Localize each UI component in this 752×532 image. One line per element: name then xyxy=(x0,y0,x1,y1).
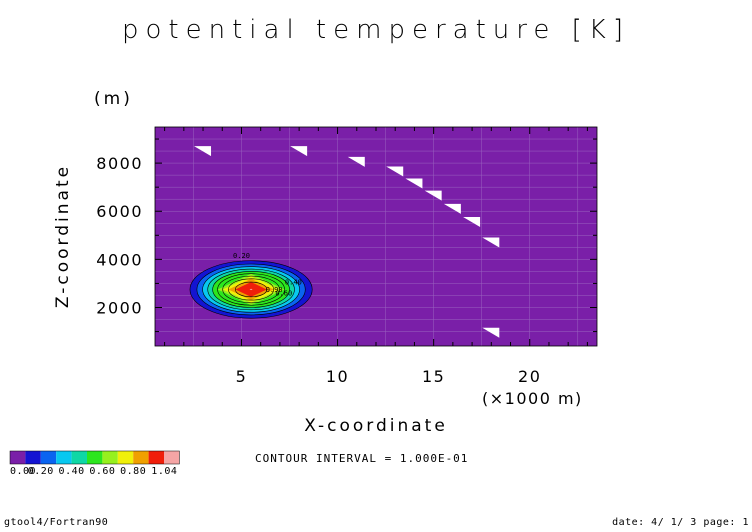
wedge-marker xyxy=(424,190,442,201)
colorbar-label: 0.40 xyxy=(59,466,85,477)
colorbar-label: 0.00 xyxy=(10,466,36,477)
contour-label: 0.60 xyxy=(275,289,292,297)
contour-line xyxy=(202,266,300,313)
wedge-marker xyxy=(482,237,500,248)
colorbar-label: 0.20 xyxy=(28,466,54,477)
wedge-marker xyxy=(290,146,308,157)
y-unit-label: (m) xyxy=(94,89,133,109)
footer-right: date: 4/ 1/ 3 page: 1 xyxy=(612,517,749,528)
y-tick-label: 6000 xyxy=(96,202,143,221)
contour-label: 0.90 xyxy=(266,286,283,294)
contour-line xyxy=(235,281,268,298)
colorbar-frame xyxy=(9,450,180,465)
wedge-marker xyxy=(463,217,481,228)
x-axis-label: X-coordinate xyxy=(304,416,448,436)
plot-area: 0.20 0.40 0.600.90 xyxy=(154,126,598,347)
wedge-marker xyxy=(405,178,423,189)
contour-line xyxy=(207,268,295,311)
colorbar-swatch xyxy=(87,451,103,464)
wedge-marker xyxy=(194,146,212,157)
colorbar-swatch xyxy=(133,451,149,464)
colorbar-label: 0.60 xyxy=(89,466,115,477)
contour-line xyxy=(212,271,290,308)
contour-label: 0.20 xyxy=(233,252,250,260)
wedge-marker xyxy=(347,156,365,167)
x-unit-label: (×1000 m) xyxy=(482,389,583,408)
colorbar-swatch xyxy=(10,451,26,464)
contour-line xyxy=(196,263,306,316)
contour-interval-text: CONTOUR INTERVAL = 1.000E-01 xyxy=(255,452,468,465)
contour-line xyxy=(228,278,275,301)
colorbar-swatch xyxy=(102,451,118,464)
wedge-marker xyxy=(443,203,461,214)
colorbar: 0.000.20 0.40 0.60 0.80 1.04 xyxy=(9,450,180,477)
y-tick-label: 4000 xyxy=(96,250,143,269)
y-tick-label: 2000 xyxy=(96,298,143,317)
contour-label: 0.40 xyxy=(285,279,302,287)
colorbar-swatch xyxy=(117,451,134,464)
colorbar-swatch xyxy=(25,451,41,464)
chart-title: potential temperature [K] xyxy=(122,15,630,45)
footer-left: gtool4/Fortran90 xyxy=(4,517,108,528)
colorbar-swatch xyxy=(40,451,57,464)
x-tick-label: 5 xyxy=(236,367,248,386)
colorbar-swatch xyxy=(56,451,72,464)
x-tick-label: 20 xyxy=(518,367,541,386)
axis-ticks: 5 10 15 20 2000 4000 6000 8000 xyxy=(96,127,597,386)
y-axis-label: Z-coordinate xyxy=(53,164,73,308)
y-tick-label: 8000 xyxy=(96,154,143,173)
colorbar-swatch xyxy=(71,451,87,464)
x-tick-label: 10 xyxy=(326,367,349,386)
contour-line xyxy=(222,275,280,304)
contour-line xyxy=(189,260,313,319)
contour-band xyxy=(249,288,253,291)
wedge-marker xyxy=(386,166,404,177)
colorbar-label: 0.80 xyxy=(120,466,146,477)
wedge-marker xyxy=(482,327,500,338)
colorbar-label: 1.04 xyxy=(151,466,177,477)
contour-line xyxy=(217,273,285,306)
x-tick-label: 15 xyxy=(422,367,445,386)
colorbar-swatch xyxy=(164,451,180,464)
colorbar-swatch xyxy=(148,451,164,464)
